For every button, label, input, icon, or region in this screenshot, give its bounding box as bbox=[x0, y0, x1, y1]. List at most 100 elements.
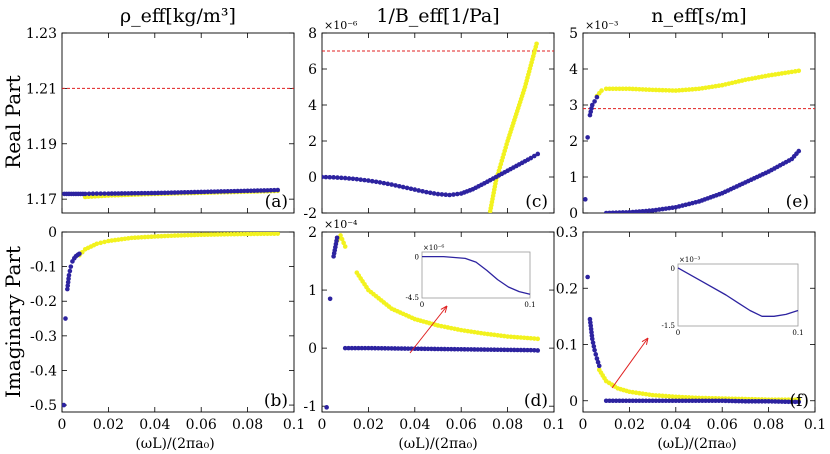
panel-f-xtick-label: 0 bbox=[579, 417, 588, 433]
panel-c-point-blue bbox=[420, 188, 425, 194]
panel-f-point-blue bbox=[623, 398, 629, 404]
panel-d-point-blue bbox=[425, 346, 431, 352]
panel-f-point-blue bbox=[769, 399, 775, 404]
panel-b-point-yellow bbox=[175, 233, 181, 238]
panel-c-point-blue bbox=[385, 181, 391, 187]
panel-a-point-blue bbox=[116, 191, 121, 196]
panel-d-xtick-label: 0.06 bbox=[446, 417, 477, 433]
panel-a-point-blue bbox=[218, 189, 224, 194]
panel-f-point-blue bbox=[603, 398, 609, 404]
panel-d-inset-multiplier: ×10⁻⁶ bbox=[423, 244, 444, 252]
panel-d-point-blue bbox=[399, 346, 404, 351]
panel-c-ytick-label: 0 bbox=[308, 170, 317, 186]
panel-f-point-blue bbox=[709, 398, 715, 404]
panel-f-point-blue bbox=[650, 398, 655, 404]
panel-a-point-blue bbox=[225, 189, 231, 194]
panel-b-point-yellow bbox=[152, 234, 158, 239]
panel-d-point-blue bbox=[458, 346, 464, 352]
panel-d-series-blue bbox=[324, 235, 541, 410]
panel-a-point-blue bbox=[261, 188, 267, 193]
panel-e-point-yellow bbox=[686, 87, 692, 92]
panel-c-point-blue bbox=[443, 192, 449, 197]
panel-c-point-blue bbox=[322, 174, 325, 180]
panel-f-point-yellow bbox=[670, 394, 675, 399]
panel-e-point-yellow bbox=[640, 87, 645, 92]
panel-b-point-yellow bbox=[275, 232, 281, 236]
panel-a-point-blue bbox=[182, 190, 187, 195]
panel-f-xtick-label: 0.02 bbox=[614, 417, 645, 433]
panel-d-point-blue bbox=[346, 345, 351, 351]
panel-f-inset-frame bbox=[677, 263, 799, 327]
panel-f-point-blue bbox=[663, 398, 669, 404]
panel-d-point-blue bbox=[492, 347, 497, 353]
panel-f-point-blue bbox=[739, 398, 745, 404]
panel-f-point-blue bbox=[673, 398, 679, 404]
panel-a-point-blue bbox=[122, 191, 128, 196]
panel-b-point-blue bbox=[67, 268, 73, 274]
panel-e-point-yellow bbox=[610, 86, 616, 92]
panel-d-point-blue bbox=[435, 346, 441, 352]
panel-f-point-blue bbox=[733, 398, 738, 404]
x-axis-label-left: (ωL)/(2πa₀) bbox=[135, 436, 214, 452]
panel-a-point-blue bbox=[188, 189, 194, 195]
panel-b-point-yellow bbox=[159, 233, 164, 239]
panel-f-point-blue bbox=[660, 398, 665, 404]
panel-c-point-blue bbox=[327, 174, 333, 180]
panel-a-point-blue bbox=[175, 190, 181, 195]
panel-d-point-blue bbox=[518, 347, 524, 353]
panel-f-point-blue bbox=[607, 398, 612, 404]
row-label-imag: Imaginary Part bbox=[1, 246, 25, 398]
panel-f-point-blue bbox=[693, 398, 698, 404]
panel-b-point-yellow bbox=[102, 239, 107, 245]
panel-f-point-blue bbox=[706, 398, 712, 404]
panel-d-point-blue bbox=[376, 345, 381, 351]
panel-f-point-blue bbox=[620, 398, 626, 404]
panel-c-ytick-label: 6 bbox=[308, 62, 317, 78]
panel-b-ytick-label: 0 bbox=[48, 225, 57, 241]
panel-a-series-blue bbox=[62, 187, 281, 197]
panel-c-point-blue bbox=[323, 174, 329, 180]
panel-a-point-blue bbox=[142, 190, 148, 196]
panel-d-point-blue bbox=[369, 345, 375, 351]
panel-f-point-blue bbox=[627, 398, 632, 404]
panel-d-point-blue bbox=[362, 345, 368, 351]
panel-b-point-yellow bbox=[238, 232, 244, 237]
panel-c-title: 1/B_eff[1/Pa] bbox=[376, 5, 499, 27]
panel-c-point-blue bbox=[408, 186, 414, 192]
panel-f-point-blue bbox=[719, 398, 725, 404]
panel-d-point-blue bbox=[455, 346, 461, 352]
panel-c-ytick-label: -2 bbox=[303, 206, 317, 222]
panel-a-point-blue bbox=[255, 188, 260, 193]
panel-a-point-blue bbox=[275, 187, 281, 193]
panel-f-xtick-label: 0.04 bbox=[660, 417, 691, 433]
panel-f-inset-xtick-label: 0.1 bbox=[792, 329, 803, 337]
panel-f-point-blue bbox=[680, 398, 685, 404]
panel-f-point-yellow bbox=[666, 394, 672, 399]
panel-a-point-blue bbox=[241, 188, 247, 194]
panel-a-point-blue bbox=[106, 191, 111, 196]
panel-d-xtick-label: 0.02 bbox=[353, 417, 384, 433]
panel-f-inset-ytick-label: -1.5 bbox=[662, 322, 676, 330]
panel-d-point-blue bbox=[488, 347, 494, 352]
panel-c-ytick-label: 8 bbox=[308, 26, 317, 42]
panel-c-series-blue bbox=[322, 151, 541, 198]
panel-e-ytick-label: 1 bbox=[569, 170, 578, 186]
panel-a-ytick-label: 1.23 bbox=[26, 26, 57, 42]
panel-c-point-blue bbox=[404, 185, 410, 191]
panel-d-inset-xtick-label: 0 bbox=[420, 301, 424, 309]
panel-b-point-blue bbox=[65, 283, 71, 288]
panel-b-point-yellow bbox=[245, 232, 250, 237]
panel-f-point-blue bbox=[726, 398, 732, 404]
panel-e-frame bbox=[582, 32, 816, 214]
panel-a-point-blue bbox=[228, 188, 234, 194]
panel-e-point-yellow bbox=[683, 87, 689, 93]
panel-d-point-yellow bbox=[339, 236, 345, 242]
panel-a-point-blue bbox=[212, 189, 217, 194]
panel-f-point-blue bbox=[617, 398, 622, 404]
panel-c-point-blue bbox=[424, 189, 429, 195]
panel-a-point-blue bbox=[145, 190, 151, 196]
panel-d-point-blue bbox=[395, 346, 401, 351]
panel-d-point-yellow bbox=[528, 335, 534, 341]
panel-e-point-blue bbox=[585, 135, 590, 140]
panel-b-point-yellow bbox=[165, 233, 171, 239]
